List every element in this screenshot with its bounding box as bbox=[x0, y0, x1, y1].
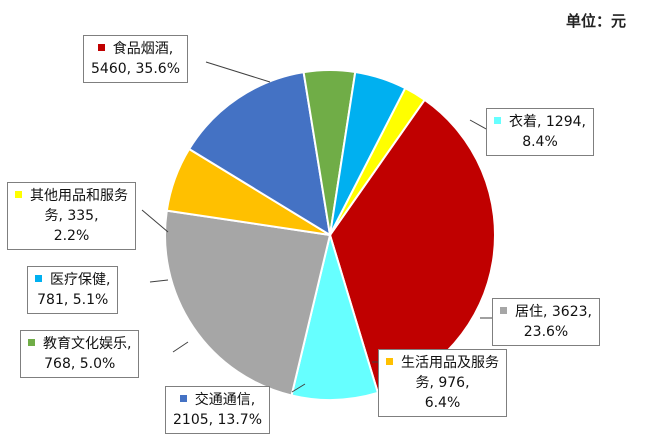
label-swatch bbox=[386, 357, 393, 365]
unit-label: 单位：元 bbox=[565, 12, 626, 30]
label-swatch bbox=[15, 190, 22, 198]
label-swatch bbox=[500, 306, 507, 314]
data-label-other: 其他用品和服务 务, 335, 2.2% bbox=[7, 182, 136, 250]
slice-clothing bbox=[290, 231, 380, 401]
leader-line bbox=[149, 279, 169, 283]
leader-lines bbox=[141, 61, 492, 393]
pie-slices bbox=[164, 69, 496, 401]
data-label-household-goods: 生活用品及服务 务, 976, 6.4% bbox=[378, 349, 507, 417]
label-swatch bbox=[97, 43, 105, 51]
leader-line bbox=[291, 383, 306, 393]
data-label-healthcare: 医疗保健, 781, 5.1% bbox=[27, 266, 119, 314]
leader-line bbox=[172, 341, 189, 353]
leader-line bbox=[205, 61, 271, 83]
label-swatch bbox=[35, 274, 42, 282]
slice-other bbox=[329, 86, 427, 236]
label-swatch bbox=[494, 116, 501, 124]
data-label-transport: 交通通信, 2105, 13.7% bbox=[165, 386, 271, 434]
data-label-clothing: 衣着, 1294, 8.4% bbox=[486, 108, 594, 156]
leader-line bbox=[469, 119, 489, 131]
slice-transport bbox=[187, 70, 332, 237]
label-swatch bbox=[179, 394, 187, 402]
leader-line bbox=[141, 209, 169, 233]
data-label-housing: 居住, 3623, 23.6% bbox=[492, 298, 600, 346]
label-swatch bbox=[28, 338, 35, 346]
data-label-food: 食品烟酒, 5460, 35.6% bbox=[83, 35, 189, 83]
data-label-education: 教育文化娱乐, 768, 5.0% bbox=[20, 330, 140, 378]
